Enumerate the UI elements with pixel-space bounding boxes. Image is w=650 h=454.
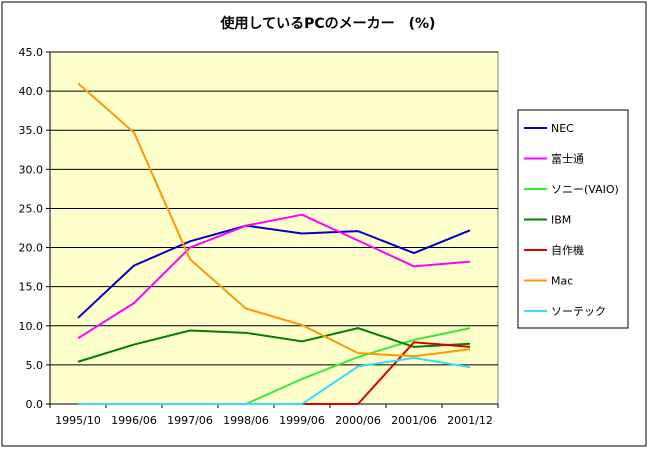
x-tick-label: 2001/06 <box>391 414 437 427</box>
y-axis-ticks: 0.0 5.0 10.0 15.0 20.0 25.0 30.0 35.0 40.0 45.0 <box>19 46 50 411</box>
series-line-1 <box>77 213 471 340</box>
plot-area <box>49 51 499 405</box>
legend-label: IBM <box>551 214 571 227</box>
chart-title: 使用しているPCのメーカー (%) <box>220 15 436 32</box>
legend-label: 自作機 <box>551 243 584 257</box>
y-tick-label: 35.0 <box>19 124 44 137</box>
y-tick-label: 20.0 <box>19 242 44 255</box>
y-tick-label: 45.0 <box>19 46 44 59</box>
series-line-3 <box>77 327 471 363</box>
x-tick-label: 1997/06 <box>167 414 213 427</box>
legend-label: Mac <box>551 275 573 288</box>
y-tick-label: 5.0 <box>26 359 44 372</box>
series-line-5 <box>77 82 471 358</box>
x-tick-label: 2000/06 <box>335 414 381 427</box>
x-tick-label: 1998/06 <box>223 414 269 427</box>
y-tick-label: 10.0 <box>19 320 44 333</box>
x-tick-label: 1996/06 <box>111 414 157 427</box>
series-line-0 <box>77 224 471 319</box>
y-tick-label: 40.0 <box>19 85 44 98</box>
x-tick-label: 1999/06 <box>279 414 325 427</box>
y-tick-label: 15.0 <box>19 281 44 294</box>
legend-label: ソーテック <box>551 305 606 318</box>
series-line-6 <box>78 356 471 405</box>
y-tick-label: 30.0 <box>19 163 44 176</box>
x-tick-label: 2001/12 <box>447 414 493 427</box>
x-tick-label: 1995/10 <box>55 414 101 427</box>
series-line-4 <box>302 341 471 405</box>
legend-label: ソニー(VAIO) <box>551 183 619 196</box>
legend-label: NEC <box>551 122 574 135</box>
series-line-2 <box>245 327 471 405</box>
series-lines <box>77 82 471 405</box>
y-tick-label: 0.0 <box>26 398 44 411</box>
legend-label: 富士通 <box>551 152 584 166</box>
y-tick-label: 25.0 <box>19 202 44 215</box>
